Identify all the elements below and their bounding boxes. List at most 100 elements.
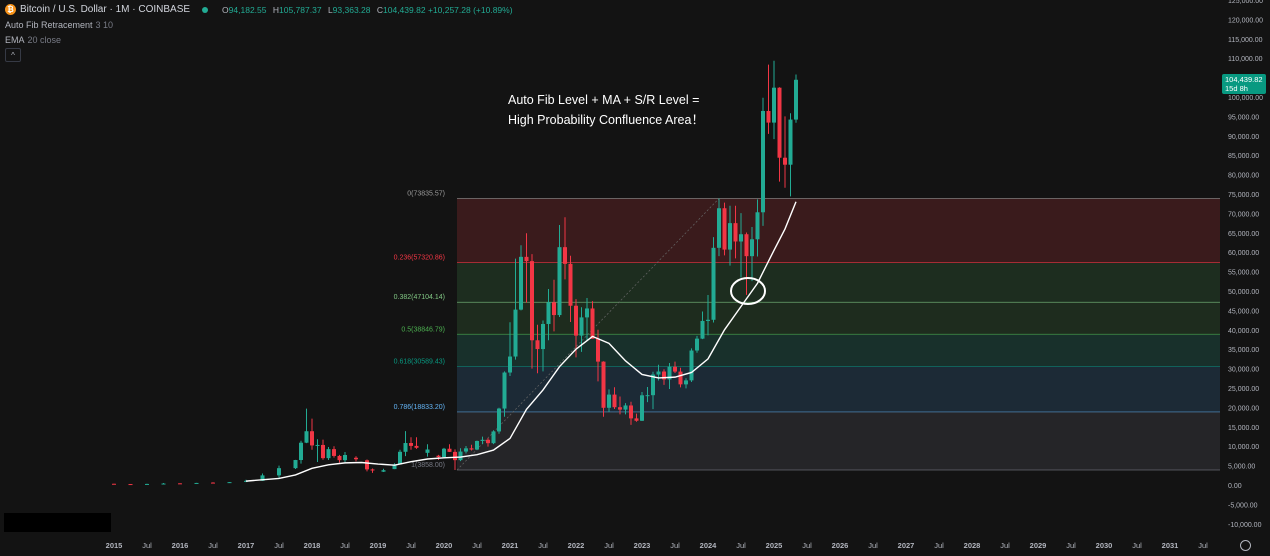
collapse-legend-button[interactable]: ^ [5, 48, 21, 62]
low-value: 93,363.28 [332, 4, 371, 15]
x-axis-tick-label: Jul [934, 541, 944, 550]
x-axis-tick-label: Jul [472, 541, 482, 550]
candle-body [645, 395, 650, 397]
candle-body [662, 371, 666, 380]
x-axis-tick-label: 2016 [172, 541, 189, 550]
candle-body [777, 87, 782, 158]
y-axis-tick-label: 60,000.00 [1228, 250, 1259, 257]
candle-body [299, 442, 303, 461]
candle-body [629, 405, 633, 419]
candle-body [178, 483, 182, 485]
candle-body [304, 431, 309, 443]
fib-level-label: 0.786(18833.20) [394, 404, 445, 411]
candle-body [744, 234, 749, 257]
candle-body [667, 366, 672, 380]
candle-body [145, 483, 149, 485]
y-axis-tick-label: 55,000.00 [1228, 270, 1259, 277]
y-axis-tick-label: 40,000.00 [1228, 328, 1259, 335]
x-axis-tick-label: Jul [604, 541, 614, 550]
ohlc-readout: O94,182.55 H105,787.37 L93,363.28 C104,4… [218, 5, 512, 15]
candle-body [315, 444, 320, 446]
candle-body [722, 208, 727, 250]
candle-body [343, 455, 347, 461]
candle-body [634, 418, 639, 421]
market-status-icon [202, 6, 209, 13]
x-axis-tick-label: Jul [868, 541, 878, 550]
symbol-title[interactable]: Bitcoin / U.S. Dollar · 1M · COINBASE [20, 4, 191, 15]
fib-level-label: 0.382(47104.14) [394, 294, 445, 301]
candle-body [321, 444, 325, 459]
candle-body [711, 247, 716, 320]
y-axis-tick-label: 90,000.00 [1228, 134, 1259, 141]
candle-body [194, 482, 199, 484]
settings-icon[interactable] [1240, 540, 1251, 551]
candle-body [524, 256, 529, 262]
x-axis-tick-label: 2027 [898, 541, 915, 550]
candle-body [425, 449, 430, 453]
candle-body [475, 440, 479, 450]
indicator-fib-legend[interactable]: Auto Fib Retracement 3 10 [5, 20, 113, 30]
ema-line [245, 201, 797, 482]
candle-body [293, 460, 298, 469]
y-axis-tick-label: -5,000.00 [1228, 502, 1258, 509]
x-axis-tick-label: 2026 [832, 541, 849, 550]
candle-body [414, 445, 419, 448]
candle-body [491, 431, 496, 444]
candle-body [695, 338, 699, 351]
y-axis-tick-label: 115,000.00 [1228, 37, 1263, 44]
candle-body [651, 374, 655, 396]
high-value: 105,787.37 [279, 4, 322, 15]
y-axis-tick-label: 50,000.00 [1228, 289, 1259, 296]
candle-body [519, 256, 523, 310]
candle-body [557, 247, 562, 316]
symbol-legend: ₿ Bitcoin / U.S. Dollar · 1M · COINBASE … [5, 4, 513, 15]
x-axis-tick-label: 2030 [1096, 541, 1113, 550]
y-axis-tick-label: 110,000.00 [1228, 56, 1263, 63]
candle-body [590, 308, 595, 339]
annotation-line-1: Auto Fib Level + MA + S/R Level = [508, 93, 700, 107]
y-axis-tick-label: 25,000.00 [1228, 386, 1259, 393]
candle-body [469, 448, 474, 450]
fib-trend-line [456, 198, 720, 471]
fib-level-label: 0.236(57320.86) [394, 255, 445, 262]
confluence-annotation: Auto Fib Level + MA + S/R Level = High P… [508, 90, 704, 130]
candle-body [337, 455, 342, 461]
candle-body [640, 395, 644, 421]
x-axis-tick-label: Jul [406, 541, 416, 550]
candle-body [618, 407, 622, 410]
candle-body [354, 457, 358, 460]
last-price-tag: 104,439.82 15d 8h [1222, 74, 1266, 94]
x-axis-tick-label: Jul [1066, 541, 1076, 550]
candle-body [260, 475, 265, 481]
candle-body [794, 79, 798, 120]
open-value: 94,182.55 [228, 4, 267, 15]
candle-body [436, 455, 441, 458]
candle-body [227, 482, 232, 484]
candle-body [601, 361, 606, 408]
y-axis-tick-label: -10,000.00 [1228, 522, 1262, 529]
candle-body [497, 408, 501, 432]
candle-body [530, 261, 534, 341]
x-axis-tick-label: 2028 [964, 541, 981, 550]
candle-body [128, 484, 133, 486]
bitcoin-icon: ₿ [5, 4, 16, 15]
indicator-ema-legend[interactable]: EMA 20 close [5, 35, 61, 45]
candle-body [755, 212, 760, 240]
candle-body [673, 366, 677, 372]
x-axis-tick-label: Jul [1198, 541, 1208, 550]
y-axis-tick-label: 45,000.00 [1228, 308, 1259, 315]
y-axis-tick-label: 120,000.00 [1228, 17, 1263, 24]
candle-body [403, 443, 408, 452]
candle-body [502, 372, 507, 409]
x-axis-tick-label: Jul [1000, 541, 1010, 550]
candle-body [568, 263, 573, 306]
candle-body [310, 431, 314, 446]
indicator-ema-name: EMA [5, 35, 25, 45]
x-axis-tick-label: 2022 [568, 541, 585, 550]
x-axis-tick-label: 2019 [370, 541, 387, 550]
candle-body [552, 302, 556, 316]
candle-body [442, 448, 446, 458]
candle-body [508, 356, 512, 373]
fib-zone [457, 411, 1220, 471]
